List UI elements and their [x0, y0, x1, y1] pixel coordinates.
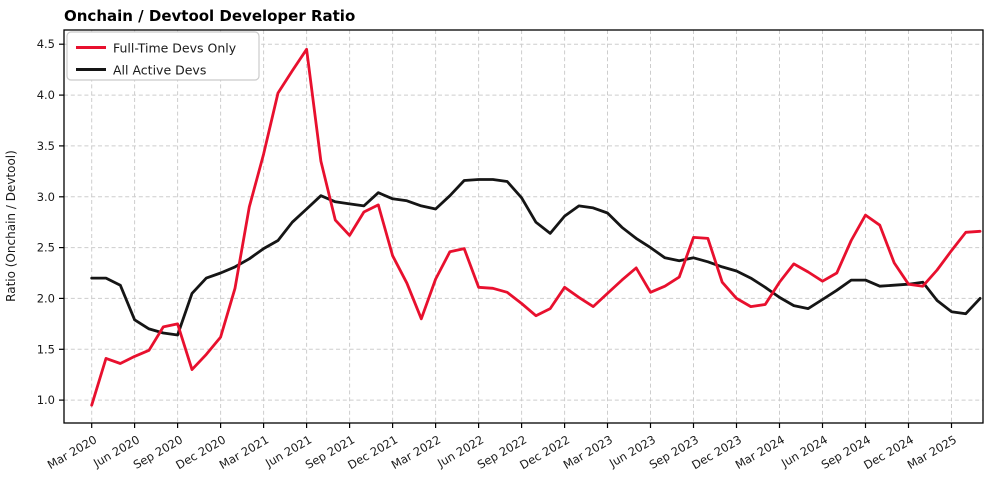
x-tick-label: Mar 2023: [561, 432, 615, 471]
legend: Full-Time Devs Only All Active Devs: [66, 31, 260, 81]
y-tick-label: 2.5: [37, 241, 55, 255]
y-tick-label: 4.0: [37, 88, 55, 102]
series-line-full-time-devs-only: [90, 47, 982, 407]
x-tick-label: Mar 2022: [389, 432, 443, 471]
y-axis-label: Ratio (Onchain / Devtool): [4, 150, 18, 302]
grid-layer: [64, 30, 983, 423]
y-tick-label: 3.0: [37, 190, 55, 204]
legend-label-full-time-devs: Full-Time Devs Only: [113, 41, 237, 56]
x-tick-label: Mar 2021: [217, 432, 271, 471]
series-layer: [90, 47, 982, 407]
legend-label-all-active-devs: All Active Devs: [113, 63, 206, 78]
plot-border: [63, 29, 984, 424]
y-tick-label: 1.5: [37, 342, 55, 356]
y-tick-label: 2.0: [37, 291, 55, 305]
x-tick-label: Mar 2025: [905, 432, 959, 471]
y-tick-label: 4.5: [37, 37, 55, 51]
x-tick-label: Mar 2020: [45, 432, 99, 471]
y-tick-label: 1.0: [37, 393, 55, 407]
y-tick-label: 3.5: [37, 139, 55, 153]
series-line-all-active-devs: [90, 178, 982, 337]
x-tick-label: Mar 2024: [733, 432, 787, 471]
legend-box: [66, 31, 260, 81]
chart-title: Onchain / Devtool Developer Ratio: [64, 7, 355, 25]
